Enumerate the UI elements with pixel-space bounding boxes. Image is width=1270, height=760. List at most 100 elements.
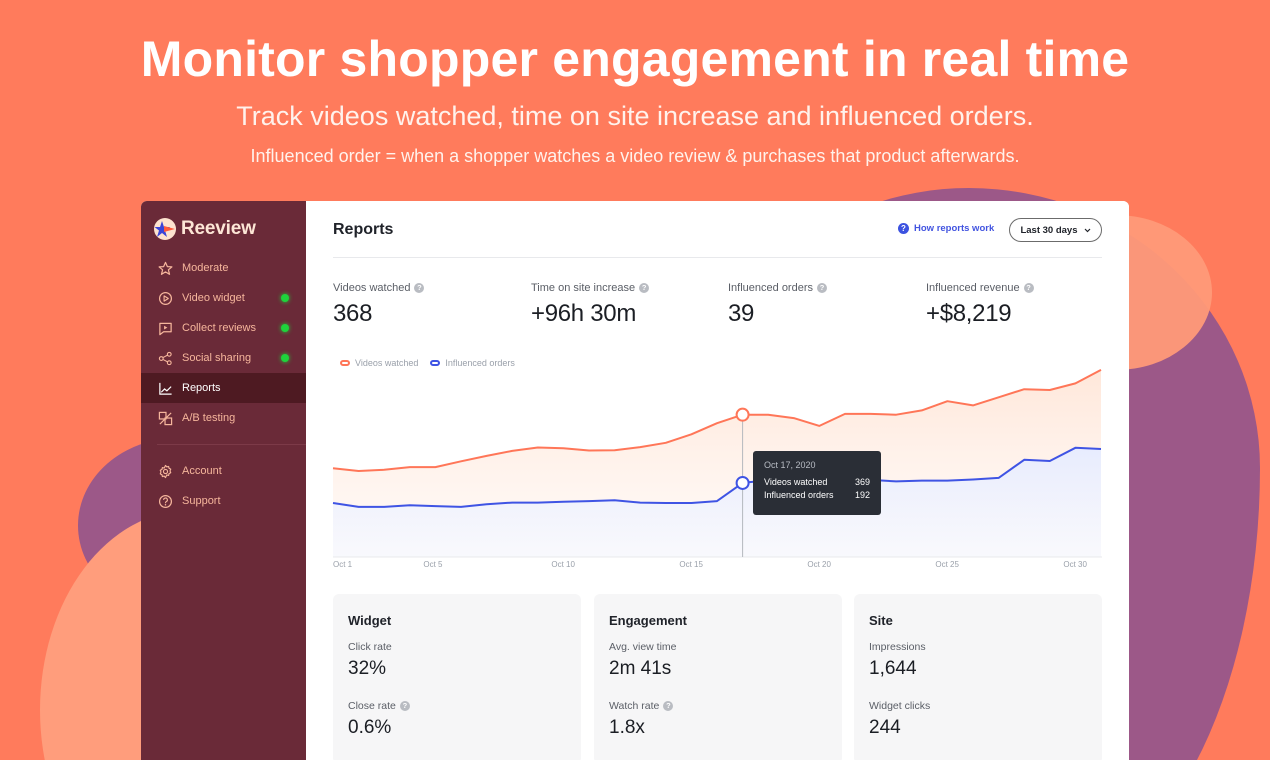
sidebar-item-label: Reports xyxy=(182,382,221,394)
reports-main: Reports ? How reports work Last 30 days … xyxy=(306,201,1129,760)
star-icon xyxy=(158,261,173,276)
tooltip-row: Videos watched 369 xyxy=(764,477,870,487)
x-tick-label: Oct 10 xyxy=(551,560,575,569)
kpi-label: Time on site increase xyxy=(531,282,636,294)
metric-label: Click rate xyxy=(348,641,392,653)
header-divider xyxy=(333,257,1102,258)
kpi-influenced-orders: Influenced orders? 39 xyxy=(728,282,827,328)
kpi-value: +96h 30m xyxy=(531,300,637,327)
sidebar-divider xyxy=(157,444,306,445)
sidebar-item-account[interactable]: Account xyxy=(141,456,306,486)
metric-label: Widget clicks xyxy=(869,700,931,712)
message-play-icon xyxy=(158,321,173,336)
sidebar-item-label: Account xyxy=(182,465,222,477)
legend-swatch-blue xyxy=(430,360,441,366)
help-icon[interactable]: ? xyxy=(1023,283,1034,293)
x-tick-label: Oct 30 xyxy=(1063,560,1087,569)
legend-label: Videos watched xyxy=(355,358,419,368)
tooltip-row: Influenced orders 192 xyxy=(764,490,870,500)
chart-legend: Videos watched Influenced orders xyxy=(340,358,515,368)
kpi-time-on-site: Time on site increase? +96h 30m xyxy=(531,282,650,328)
legend-label: Influenced orders xyxy=(445,358,515,368)
x-tick-label: Oct 5 xyxy=(423,560,443,569)
sidebar-item-video-widget[interactable]: Video widget xyxy=(141,283,306,313)
metric-label: Watch rate xyxy=(609,700,660,712)
card-engagement: Engagement Avg. view time 2m 41s Watch r… xyxy=(594,594,842,760)
kpi-influenced-revenue: Influenced revenue? +$8,219 xyxy=(926,282,1034,328)
kpi-value: +$8,219 xyxy=(926,300,1012,327)
play-circle-icon xyxy=(158,291,173,306)
sidebar-item-collect-reviews[interactable]: Collect reviews xyxy=(141,313,306,343)
hero-subtitle: Track videos watched, time on site incre… xyxy=(236,101,1034,131)
legend-influenced-orders[interactable]: Influenced orders xyxy=(430,358,515,368)
card-title: Engagement xyxy=(609,613,688,628)
hero-title: Monitor shopper engagement in real time xyxy=(140,31,1130,87)
brand-name: Reeview xyxy=(181,218,256,239)
sidebar-item-label: A/B testing xyxy=(182,412,236,424)
metric-value: 2m 41s xyxy=(609,658,672,679)
line-chart-icon xyxy=(158,381,173,396)
engagement-chart[interactable] xyxy=(306,201,1129,581)
metric-value: 244 xyxy=(869,717,901,738)
sidebar-item-label: Collect reviews xyxy=(182,322,256,334)
date-range-label: Last 30 days xyxy=(1020,224,1078,236)
help-icon: ? xyxy=(898,223,909,234)
metric-value: 1,644 xyxy=(869,658,917,679)
x-tick-label: Oct 20 xyxy=(807,560,831,569)
tooltip-value: 192 xyxy=(854,490,870,500)
hero-note: Influenced order = when a shopper watche… xyxy=(250,146,1020,166)
tooltip-label: Videos watched xyxy=(764,477,828,487)
ab-test-icon xyxy=(158,411,173,426)
legend-videos-watched[interactable]: Videos watched xyxy=(340,358,418,368)
kpi-label: Influenced orders xyxy=(728,282,813,294)
sidebar-item-reports[interactable]: Reports xyxy=(141,373,306,403)
app-window: Reeview Moderate Video widget Coll xyxy=(141,201,1129,760)
question-circle-icon xyxy=(158,494,173,509)
status-dot xyxy=(281,324,289,332)
tooltip-label: Influenced orders xyxy=(764,490,834,500)
sidebar-item-label: Social sharing xyxy=(182,352,252,364)
how-reports-work-link[interactable]: ? How reports work xyxy=(898,223,994,234)
metric-label: Close rate xyxy=(348,700,396,712)
tooltip-value: 369 xyxy=(854,477,870,487)
help-link-label: How reports work xyxy=(914,223,995,234)
x-tick-label: Oct 1 xyxy=(333,560,353,569)
kpi-value: 368 xyxy=(333,300,373,327)
legend-swatch-orange xyxy=(340,360,350,366)
status-dot xyxy=(281,354,289,362)
sidebar-item-label: Moderate xyxy=(182,262,229,274)
sidebar-nav: Moderate Video widget Collect reviews xyxy=(141,253,306,516)
tooltip-date: Oct 17, 2020 xyxy=(764,460,816,470)
share-icon xyxy=(158,351,173,366)
sidebar-item-support[interactable]: Support xyxy=(141,486,306,516)
x-tick-label: Oct 15 xyxy=(679,560,703,569)
card-title: Site xyxy=(869,613,893,628)
status-dot xyxy=(281,294,289,302)
x-tick-label: Oct 25 xyxy=(935,560,959,569)
help-icon[interactable]: ? xyxy=(639,283,650,293)
star-logo-icon xyxy=(154,218,176,240)
metric-label: Impressions xyxy=(869,641,926,653)
card-widget: Widget Click rate 32% Close rate? 0.6% xyxy=(333,594,581,760)
help-icon[interactable]: ? xyxy=(414,283,425,293)
kpi-value: 39 xyxy=(728,300,755,327)
sidebar-item-moderate[interactable]: Moderate xyxy=(141,253,306,283)
sidebar-item-social-sharing[interactable]: Social sharing xyxy=(141,343,306,373)
kpi-label: Videos watched xyxy=(333,282,411,294)
sidebar: Reeview Moderate Video widget Coll xyxy=(141,201,306,760)
card-title: Widget xyxy=(348,613,392,628)
gear-icon xyxy=(158,464,173,479)
metric-value: 0.6% xyxy=(348,717,392,738)
metric-value: 1.8x xyxy=(609,717,645,738)
date-range-select[interactable]: Last 30 days xyxy=(1009,218,1102,242)
help-icon[interactable]: ? xyxy=(399,701,410,711)
help-icon[interactable]: ? xyxy=(817,283,827,293)
help-icon[interactable]: ? xyxy=(663,701,674,711)
sidebar-item-label: Video widget xyxy=(182,292,245,304)
metric-label: Avg. view time xyxy=(609,641,677,653)
brand[interactable]: Reeview xyxy=(154,218,256,240)
chart-tooltip: Oct 17, 2020 Videos watched 369 Influenc… xyxy=(753,451,881,515)
metric-value: 32% xyxy=(348,658,387,679)
sidebar-item-label: Support xyxy=(182,495,221,507)
sidebar-item-ab-testing[interactable]: A/B testing xyxy=(141,403,306,433)
